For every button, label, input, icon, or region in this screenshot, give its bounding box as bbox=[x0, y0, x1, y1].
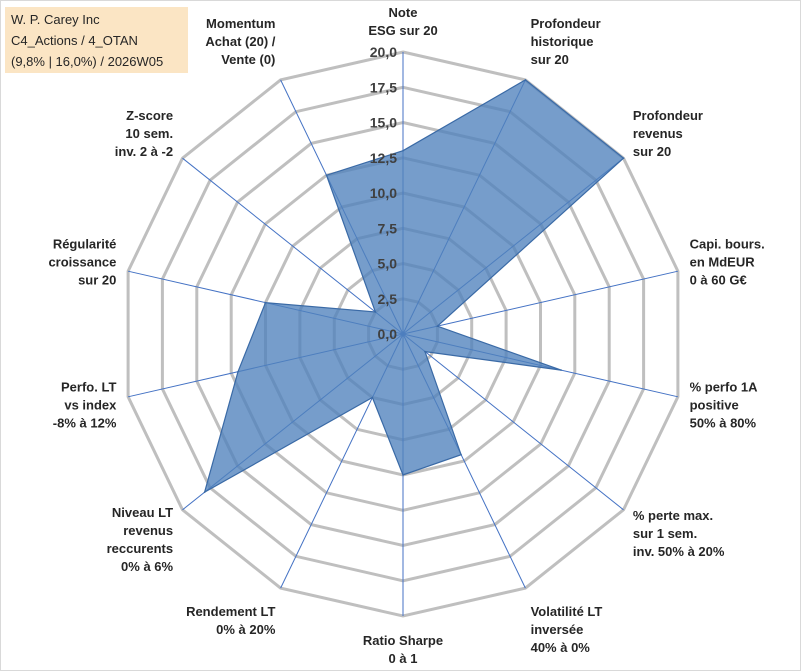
axis-label-line: 0% à 6% bbox=[121, 559, 173, 574]
axis-label-line: vs index bbox=[64, 397, 117, 412]
info-category: C4_Actions / 4_OTAN bbox=[11, 33, 138, 48]
axis-label-line: 50% à 80% bbox=[690, 415, 757, 430]
tick-label-4: 10,0 bbox=[370, 185, 397, 201]
spoke-6 bbox=[402, 333, 624, 511]
tick-label-8: 20,0 bbox=[370, 44, 397, 60]
axis-label-2: Profondeur historique sur 20 bbox=[531, 16, 601, 67]
axis-label-line: Achat (20) / bbox=[205, 34, 275, 49]
axis-label-line: reccurents bbox=[107, 541, 173, 556]
axis-label-line: Régularité bbox=[53, 237, 117, 252]
axis-label-10: Niveau LT revenus reccurents 0% à 6% bbox=[107, 505, 174, 574]
axis-label-line: revenus bbox=[123, 523, 173, 538]
axis-label-3: Profondeur revenus sur 20 bbox=[633, 108, 703, 159]
info-company-name: W. P. Carey Inc bbox=[11, 12, 100, 27]
axis-label-9: Rendement LT 0% à 20% bbox=[186, 604, 276, 637]
axis-label-line: Volatilité LT bbox=[531, 604, 603, 619]
radar-axis-labels: Note ESG sur 20 Profondeur historique sur 20… bbox=[48, 5, 764, 666]
data-point-4 bbox=[436, 325, 439, 328]
axis-label-line: Niveau LT bbox=[112, 505, 173, 520]
axis-label-7: Volatilité LT inversée 40% à 0% bbox=[531, 604, 603, 655]
axis-label-line: Rendement LT bbox=[186, 604, 275, 619]
axis-label-13: Z-score 10 sem. inv. 2 à -2 bbox=[115, 108, 173, 159]
axis-label-line: 0% à 20% bbox=[216, 622, 276, 637]
data-point-13 bbox=[374, 311, 377, 313]
spoke-4 bbox=[402, 270, 679, 335]
axis-label-line: -8% à 12% bbox=[53, 415, 117, 430]
axis-label-12: Régularité croissance sur 20 bbox=[48, 237, 116, 288]
axis-label-line: croissance bbox=[48, 255, 116, 270]
axis-label-line: Vente (0) bbox=[221, 52, 275, 67]
axis-label-line: en MdEUR bbox=[690, 255, 756, 270]
axis-label-line: 40% à 0% bbox=[531, 640, 591, 655]
info-performance-week: (9,8% | 16,0%) / 2026W05 bbox=[11, 54, 164, 69]
tick-label-3: 7,5 bbox=[378, 220, 398, 236]
axis-label-6: % perte max. sur 1 sem. inv. 50% à 20% bbox=[633, 508, 725, 559]
data-point-12 bbox=[264, 301, 267, 304]
axis-label-line: sur 20 bbox=[78, 273, 116, 288]
axis-label-line: Momentum bbox=[206, 16, 275, 31]
axis-label-line: 10 sem. bbox=[125, 126, 173, 141]
axis-label-5: % perfo 1A positive 50% à 80% bbox=[690, 379, 759, 430]
axis-label-line: revenus bbox=[633, 126, 683, 141]
data-point-14 bbox=[325, 174, 328, 176]
axis-label-line: Capi. bours. bbox=[690, 237, 765, 252]
data-point-10 bbox=[203, 491, 206, 494]
axis-label-line: inversée bbox=[531, 622, 584, 637]
data-point-2 bbox=[524, 79, 527, 81]
data-point-3 bbox=[622, 157, 625, 159]
axis-label-8: Ratio Sharpe 0 à 1 bbox=[363, 633, 443, 666]
axis-label-line: sur 20 bbox=[531, 52, 569, 67]
axis-label-line: sur 1 sem. bbox=[633, 526, 697, 541]
data-point-6 bbox=[424, 350, 426, 353]
data-point-7 bbox=[460, 453, 462, 456]
axis-label-line: Ratio Sharpe bbox=[363, 633, 443, 648]
tick-label-0: 0,0 bbox=[378, 326, 398, 342]
tick-label-1: 2,5 bbox=[378, 291, 398, 307]
data-point-11 bbox=[237, 370, 239, 373]
tick-label-6: 15,0 bbox=[370, 115, 397, 131]
axis-label-line: Note bbox=[389, 5, 418, 20]
axis-label-line: Perfo. LT bbox=[61, 379, 116, 394]
axis-label-line: 0 à 60 G€ bbox=[690, 273, 747, 288]
tick-label-2: 5,0 bbox=[378, 256, 398, 272]
axis-label-4: Capi. bours. en MdEUR 0 à 60 G€ bbox=[690, 237, 765, 288]
radar-series bbox=[203, 79, 625, 494]
data-point-8 bbox=[402, 474, 404, 476]
axis-label-line: Z-score bbox=[126, 108, 173, 123]
axis-label-line: inv. 50% à 20% bbox=[633, 544, 725, 559]
axis-label-line: 0 à 1 bbox=[389, 651, 418, 666]
spoke-13 bbox=[182, 157, 404, 335]
tick-label-5: 12,5 bbox=[370, 150, 397, 166]
axis-label-11: Perfo. LT vs index -8% à 12% bbox=[53, 379, 117, 430]
info-box: W. P. Carey Inc C4_Actions / 4_OTAN (9,8… bbox=[5, 7, 188, 73]
axis-label-line: Profondeur bbox=[531, 16, 601, 31]
axis-label-line: % perfo 1A bbox=[690, 379, 759, 394]
axis-label-14: Momentum Achat (20) / Vente (0) bbox=[205, 16, 275, 67]
series-area-1 bbox=[203, 79, 625, 494]
axis-label-line: positive bbox=[690, 397, 739, 412]
axis-label-line: historique bbox=[531, 34, 594, 49]
data-point-1 bbox=[402, 149, 404, 152]
data-point-5 bbox=[560, 369, 562, 371]
tick-label-7: 17,5 bbox=[370, 79, 397, 95]
axis-label-line: sur 20 bbox=[633, 144, 671, 159]
radar-tick-labels: 0,0 2,5 5,0 7,5 10,0 12,5 15,0 17,5 20,0 bbox=[370, 44, 397, 342]
axis-label-line: % perte max. bbox=[633, 508, 713, 523]
axis-label-line: Profondeur bbox=[633, 108, 703, 123]
axis-label-1: Note ESG sur 20 bbox=[368, 5, 437, 38]
axis-label-line: inv. 2 à -2 bbox=[115, 144, 173, 159]
data-point-9 bbox=[371, 396, 374, 399]
axis-label-line: ESG sur 20 bbox=[368, 23, 437, 38]
